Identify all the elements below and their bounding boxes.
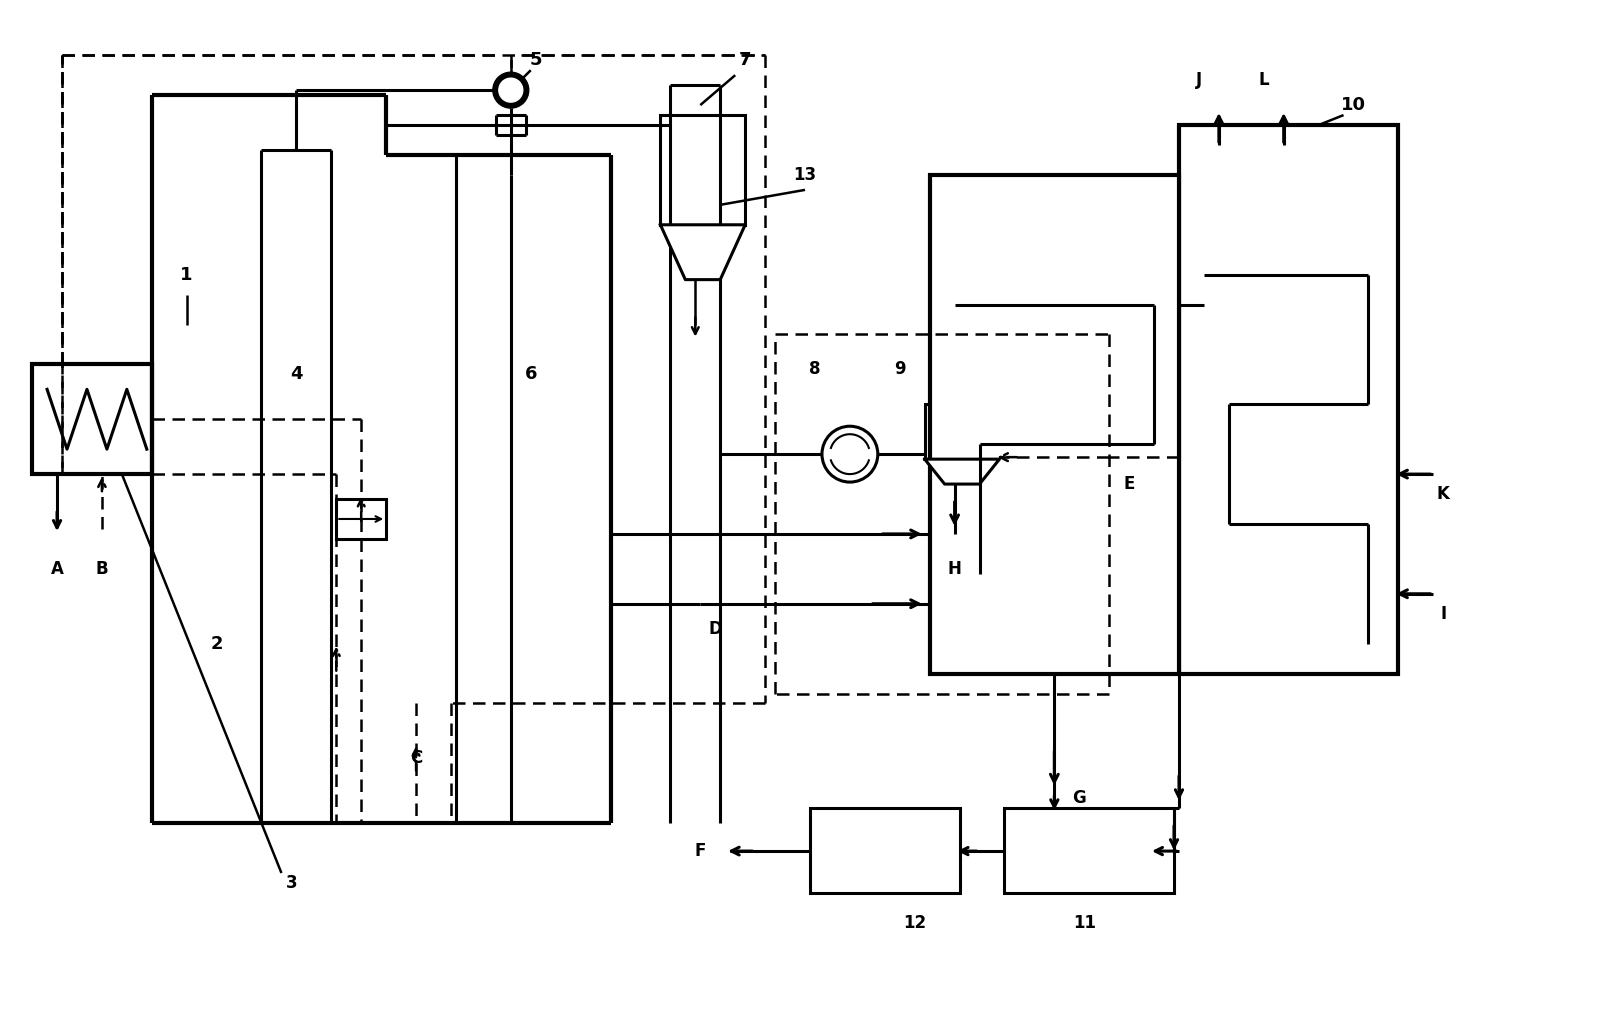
Bar — [1178, 125, 1398, 674]
Text: K: K — [1436, 485, 1449, 503]
Text: 3: 3 — [286, 874, 297, 892]
Text: J: J — [1196, 72, 1202, 89]
Text: 4: 4 — [291, 366, 303, 383]
Text: G: G — [1072, 790, 1086, 807]
Text: I: I — [1440, 605, 1446, 623]
Text: 12: 12 — [904, 913, 926, 932]
Text: H: H — [947, 560, 962, 578]
Circle shape — [499, 78, 523, 102]
Text: 5: 5 — [529, 51, 542, 70]
Text: 6: 6 — [525, 366, 537, 383]
Text: 9: 9 — [894, 360, 905, 379]
Text: 8: 8 — [809, 360, 822, 379]
Text: 10: 10 — [1341, 96, 1365, 114]
Text: A: A — [50, 560, 63, 578]
Text: L: L — [1259, 72, 1269, 89]
Text: 1: 1 — [181, 265, 194, 284]
Text: D: D — [709, 620, 721, 638]
Polygon shape — [925, 459, 999, 484]
Bar — [1004, 808, 1173, 893]
Bar — [925, 404, 999, 459]
Bar — [336, 499, 386, 539]
Text: C: C — [410, 750, 423, 767]
Text: B: B — [95, 560, 108, 578]
Bar — [930, 175, 1178, 674]
Text: 7: 7 — [739, 51, 752, 70]
Circle shape — [825, 429, 875, 479]
Text: E: E — [1123, 475, 1135, 494]
Bar — [810, 808, 960, 893]
Bar — [660, 115, 746, 225]
Text: 13: 13 — [794, 166, 817, 184]
Polygon shape — [660, 225, 746, 280]
Text: 2: 2 — [210, 635, 223, 652]
Text: F: F — [694, 842, 705, 860]
Bar — [32, 365, 152, 474]
Text: 11: 11 — [1073, 913, 1096, 932]
Circle shape — [492, 73, 529, 109]
